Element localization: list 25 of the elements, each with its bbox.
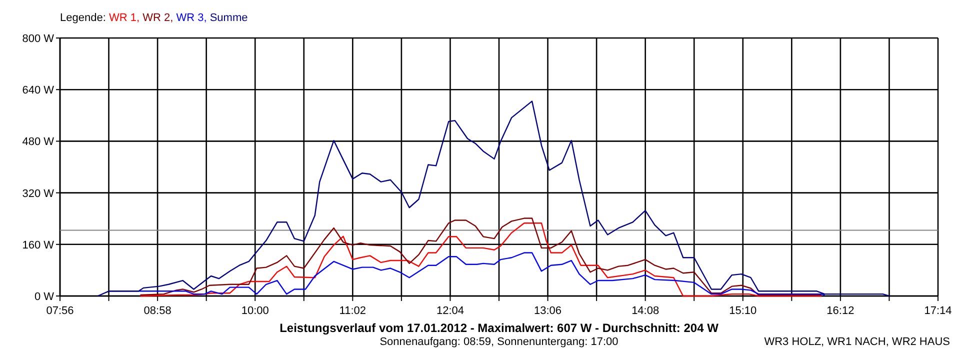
text: Leistungsverlauf vom 17.01.2012 - Maximalwert: 607 W - Durchschnitt: 204 W xyxy=(280,321,720,335)
text: WR 2, xyxy=(140,12,174,24)
y-tick-label: 480 W xyxy=(22,136,55,148)
y-tick-label: 800 W xyxy=(22,33,55,45)
line-series xyxy=(97,100,890,297)
x-tick-label: 10:00 xyxy=(241,305,269,317)
text: WR 1, xyxy=(108,12,140,24)
x-tick-label: 15:10 xyxy=(729,305,757,317)
x-tick-label: 11:02 xyxy=(339,305,366,317)
y-tick-label: 0 W xyxy=(34,291,55,303)
x-tick-label: 12:04 xyxy=(436,305,464,317)
y-tick-label: 160 W xyxy=(22,239,55,252)
x-tick-label: 13:06 xyxy=(534,305,562,317)
x-tick-label: 07:56 xyxy=(46,305,74,317)
text: WR3 HOLZ, WR1 NACH, WR2 HAUS xyxy=(764,336,950,348)
text: Sonnenaufgang: 08:59, Sonnenuntergang: 17:00 xyxy=(380,336,618,348)
text: Summe xyxy=(206,12,248,24)
y-tick-label: 640 W xyxy=(22,84,55,97)
x-tick-label: 16:12 xyxy=(826,305,854,317)
y-tick-label: 320 W xyxy=(22,188,55,200)
x-tick-label: 08:58 xyxy=(144,305,172,317)
x-tick-label: 17:14 xyxy=(924,305,952,317)
text: WR 3, xyxy=(173,12,207,24)
legend-title: Legende: xyxy=(60,12,109,24)
x-tick-label: 14:08 xyxy=(632,305,660,317)
